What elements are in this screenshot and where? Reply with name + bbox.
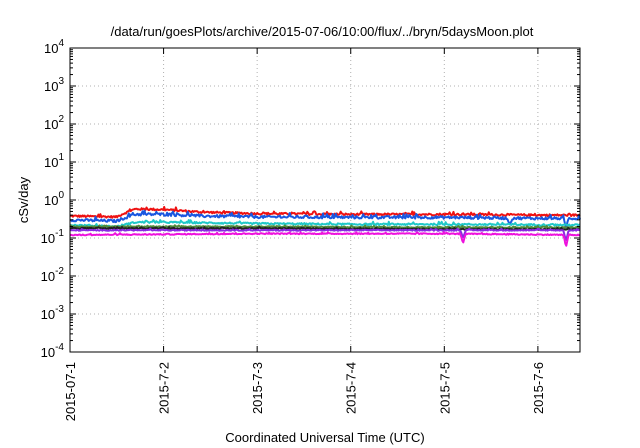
series-line-2 bbox=[69, 209, 581, 228]
x-tick-label: 2015-7-2 bbox=[157, 362, 172, 414]
y-tick-label: 10-4 bbox=[41, 342, 65, 360]
series-line-1 bbox=[70, 206, 581, 219]
x-tick-label: 2015-7-3 bbox=[250, 362, 265, 414]
x-tick-label: 2015-7-5 bbox=[437, 362, 452, 414]
y-tick-label: 10-1 bbox=[41, 228, 65, 246]
x-tick-label: 2015-7-4 bbox=[344, 362, 359, 414]
series-line-4 bbox=[69, 224, 580, 229]
series-line-5 bbox=[69, 225, 581, 231]
y-tick-label: 103 bbox=[44, 76, 64, 94]
series-line-3 bbox=[69, 219, 581, 229]
x-tick-label: 2015-07-1 bbox=[63, 362, 78, 421]
y-axis-label: cSv/day bbox=[16, 176, 31, 223]
x-tick-label: 2015-7-6 bbox=[531, 362, 546, 414]
y-tick-label: 101 bbox=[44, 152, 64, 170]
ticks: 10-4 10-3 10-2 10-1 100 101 102 103 104 2015-07-1… bbox=[41, 38, 580, 421]
series-line-7 bbox=[69, 231, 580, 247]
series-line-6 bbox=[69, 227, 581, 241]
grid bbox=[70, 48, 580, 352]
x-axis-label: Coordinated Universal Time (UTC) bbox=[225, 430, 424, 445]
series-layer bbox=[69, 206, 581, 247]
chart-title: /data/run/goesPlots/archive/2015-07-06/1… bbox=[111, 24, 534, 39]
y-tick-label: 10-3 bbox=[41, 304, 65, 322]
y-tick-label: 102 bbox=[44, 114, 64, 132]
y-tick-label: 10-2 bbox=[41, 266, 65, 284]
y-tick-label: 104 bbox=[44, 38, 64, 56]
y-tick-label: 100 bbox=[44, 190, 64, 208]
